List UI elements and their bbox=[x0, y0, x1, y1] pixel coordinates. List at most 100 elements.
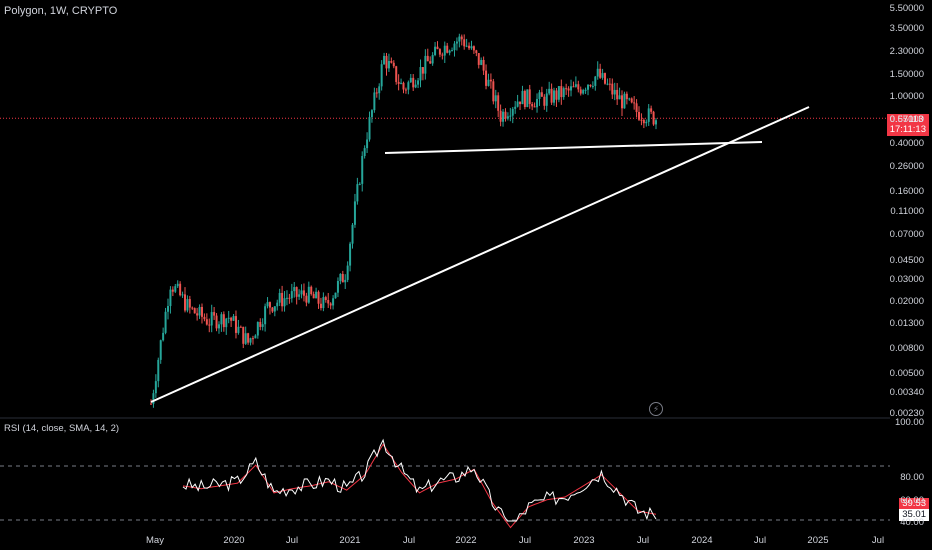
candle-body bbox=[157, 359, 160, 382]
candle-body bbox=[504, 111, 507, 119]
candle-body bbox=[385, 55, 388, 69]
candle-body bbox=[380, 64, 383, 87]
candle-body bbox=[300, 290, 303, 295]
price-tick-label: 0.02000 bbox=[889, 296, 924, 307]
candle-body bbox=[193, 308, 196, 314]
candle-body bbox=[531, 103, 534, 107]
candle-body bbox=[516, 101, 519, 107]
candle-body bbox=[293, 287, 296, 292]
candle-body bbox=[196, 313, 199, 316]
candle-body bbox=[655, 120, 657, 125]
candle-body bbox=[150, 403, 152, 405]
candle-body bbox=[181, 294, 184, 296]
candle-body bbox=[460, 36, 463, 40]
candle-body bbox=[198, 306, 201, 316]
candle-body bbox=[514, 106, 517, 109]
candle-body bbox=[290, 291, 293, 299]
price-tick-label: 0.11000 bbox=[890, 206, 924, 217]
candle-body bbox=[565, 88, 568, 90]
candle-body bbox=[584, 89, 587, 91]
candle-body bbox=[570, 86, 573, 91]
candle-body bbox=[434, 46, 437, 56]
candle-body bbox=[424, 55, 427, 74]
price-tick-label: 0.26000 bbox=[889, 161, 924, 172]
candle-body bbox=[261, 324, 264, 327]
candle-body bbox=[383, 55, 386, 65]
candle-body bbox=[635, 103, 638, 112]
candle-body bbox=[183, 294, 186, 311]
candle-body bbox=[438, 49, 441, 55]
candle-body bbox=[601, 73, 604, 78]
time-tick-label: Jul bbox=[285, 535, 299, 546]
rsi-tick-label: 100.00 bbox=[894, 417, 924, 428]
candle-body bbox=[519, 101, 522, 105]
candle-body bbox=[594, 76, 597, 86]
candle-body bbox=[414, 84, 417, 88]
lightning-icon[interactable]: ⚡ bbox=[649, 402, 663, 416]
candle-body bbox=[477, 53, 480, 65]
candle-body bbox=[283, 298, 286, 307]
time-tick-label: Jul bbox=[871, 535, 885, 546]
candle-body bbox=[506, 116, 509, 119]
candle-body bbox=[436, 46, 439, 50]
candle-body bbox=[582, 90, 585, 94]
candle-body bbox=[555, 90, 558, 100]
time-tick-label: Jul bbox=[753, 535, 767, 546]
candle-body bbox=[640, 119, 643, 121]
candle-body bbox=[589, 84, 592, 87]
rsi-tick-label: 60.00 bbox=[900, 495, 924, 506]
candle-body bbox=[332, 298, 335, 306]
candle-body bbox=[426, 55, 429, 62]
candle-body bbox=[606, 83, 609, 85]
candle-body bbox=[523, 90, 526, 108]
price-tick-label: 3.50000 bbox=[889, 23, 924, 34]
rsi-tick-label: 80.00 bbox=[900, 472, 924, 483]
candle-body bbox=[604, 73, 607, 84]
candle-body bbox=[407, 82, 410, 90]
time-tick-label: May bbox=[146, 535, 164, 546]
candle-body bbox=[227, 317, 230, 319]
candle-body bbox=[271, 307, 274, 312]
candle-body bbox=[579, 89, 582, 94]
candle-body bbox=[404, 89, 407, 91]
time-tick-label: Jul bbox=[518, 535, 532, 546]
candle-body bbox=[251, 338, 254, 340]
time-tick-label: 2025 bbox=[807, 535, 829, 546]
candle-body bbox=[162, 332, 165, 341]
candle-body bbox=[402, 82, 405, 90]
candle-body bbox=[497, 95, 500, 111]
price-tick-label: 1.00000 bbox=[889, 91, 924, 102]
candle-body bbox=[234, 316, 237, 333]
candle-body bbox=[366, 139, 369, 149]
candle-body bbox=[288, 297, 291, 299]
candle-body bbox=[264, 306, 267, 325]
candle-body bbox=[621, 95, 624, 109]
candle-body bbox=[361, 155, 364, 184]
candle-body bbox=[171, 289, 174, 292]
candle-body bbox=[567, 88, 570, 91]
candle-body bbox=[159, 340, 162, 360]
candle-body bbox=[324, 297, 327, 301]
candle-body bbox=[451, 50, 454, 52]
candle-body bbox=[169, 289, 172, 307]
price-tick-label: 0.40000 bbox=[889, 138, 924, 149]
candle-body bbox=[346, 265, 349, 280]
candle-body bbox=[164, 311, 167, 333]
candle-body bbox=[596, 68, 599, 77]
candle-body bbox=[356, 184, 359, 202]
candle-body bbox=[266, 302, 269, 307]
candle-body bbox=[205, 319, 208, 325]
candle-body bbox=[463, 39, 466, 47]
price-tick-label: 1.50000 bbox=[889, 69, 924, 80]
time-tick-label: 2023 bbox=[573, 535, 595, 546]
candle-body bbox=[222, 314, 225, 328]
time-tick-label: 2024 bbox=[691, 535, 713, 546]
candle-body bbox=[560, 86, 563, 98]
candle-body bbox=[339, 273, 342, 282]
candle-body bbox=[387, 60, 390, 69]
candle-body bbox=[298, 294, 301, 297]
candle-body bbox=[390, 60, 393, 63]
time-tick-label: Jul bbox=[636, 535, 650, 546]
candle-body bbox=[492, 81, 495, 102]
